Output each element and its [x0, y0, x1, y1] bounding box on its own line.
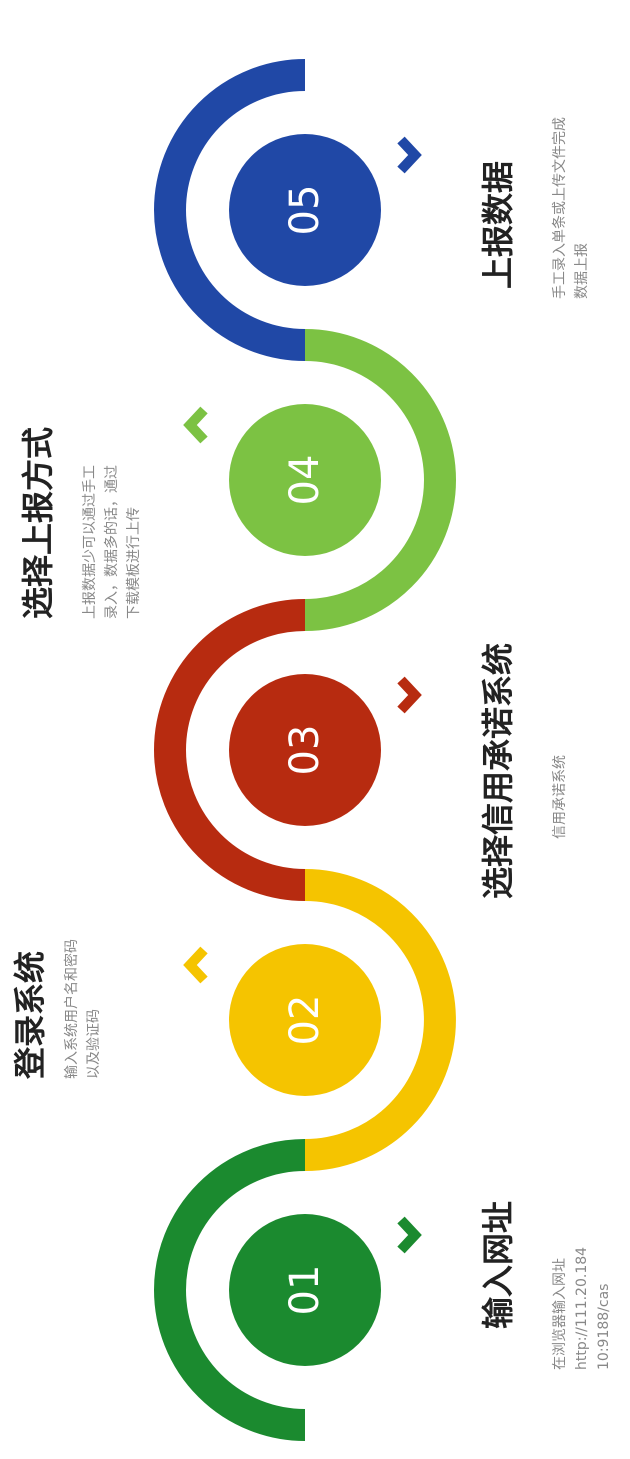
step-description: 10:9188/cas [596, 1284, 612, 1370]
step-description: 手工录入单条或上传文件完成 [551, 117, 568, 299]
process-flow: 01 输入网址 在浏览器输入网址 http://111.20.184 10:9188/c… [11, 59, 612, 1441]
step-title: 上报数据 [479, 161, 517, 289]
step-number: 03 [282, 725, 328, 776]
step-circle [229, 674, 381, 826]
step-circle [229, 944, 381, 1096]
arc [154, 599, 306, 901]
step-circle [229, 134, 381, 286]
step-number: 02 [282, 995, 328, 1046]
step-description: 上报数据少可以通过手工 [82, 465, 98, 619]
arc [154, 1139, 306, 1441]
step-description: 以及验证码 [86, 1009, 102, 1079]
step-title: 登录系统 [11, 951, 49, 1080]
step-description: 信用承诺系统 [552, 755, 568, 839]
step-description: 下载模板进行上传 [126, 507, 142, 619]
step-number: 04 [282, 455, 328, 506]
step-number: 01 [282, 1265, 328, 1316]
chevron [397, 676, 422, 714]
arc [154, 59, 306, 361]
step-title: 选择上报方式 [19, 427, 57, 619]
step-title: 选择信用承诺系统 [479, 643, 517, 899]
step-description: http://111.20.184 [574, 1247, 590, 1370]
step-description: 数据上报 [574, 243, 590, 299]
chevron [397, 136, 422, 174]
arc [304, 869, 456, 1171]
step-description: 在浏览器输入网址 [552, 1258, 568, 1370]
step-circle [229, 1214, 381, 1366]
step-title: 输入网址 [479, 1201, 517, 1329]
step-description: 输入系统用户名和密码 [63, 939, 80, 1079]
arc [304, 329, 456, 631]
chevron [183, 946, 208, 984]
step-number: 05 [282, 185, 328, 236]
step-circle [229, 404, 381, 556]
step-description: 录入，数据多的话，通过 [103, 465, 120, 619]
chevron [183, 406, 208, 444]
chevron [397, 1216, 422, 1254]
